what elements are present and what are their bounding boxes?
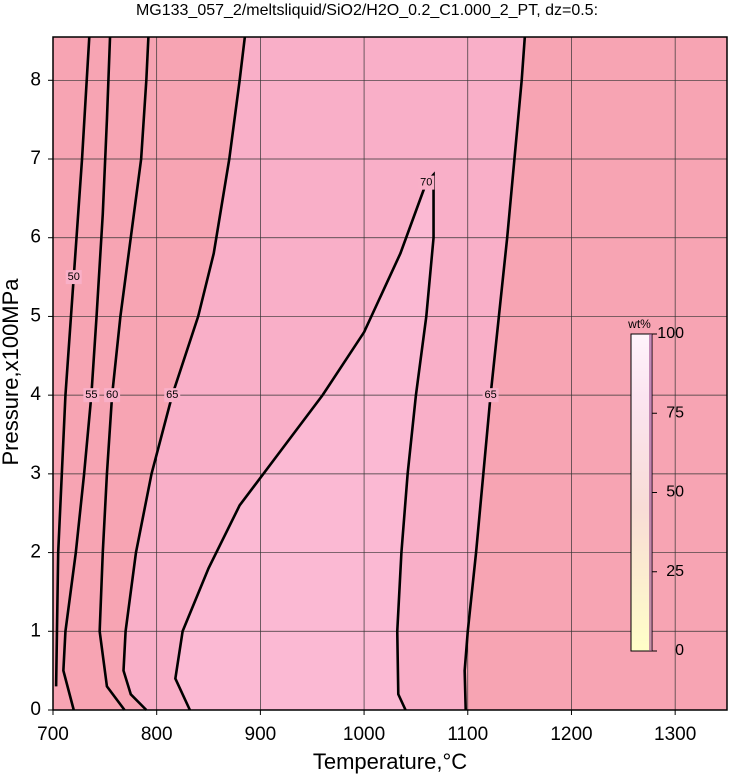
y-tick-label: 4 <box>30 384 41 405</box>
y-tick-label: 0 <box>30 699 41 720</box>
x-tick-label: 1000 <box>343 724 385 745</box>
y-tick-label: 7 <box>30 148 41 169</box>
x-tick-label: 700 <box>37 724 69 745</box>
x-tick-label: 1100 <box>447 724 488 745</box>
contour-label: 55 <box>85 389 97 401</box>
contour-line <box>122 36 247 711</box>
y-tick-label: 1 <box>30 620 41 641</box>
x-tick-label: 800 <box>141 724 173 745</box>
y-tick-label: 8 <box>30 69 41 90</box>
y-tick-label: 6 <box>30 227 41 248</box>
x-tick-label: 1300 <box>654 724 696 745</box>
colorbar-tick-label: 75 <box>666 404 684 421</box>
contour-label-bg <box>104 388 121 403</box>
plot-frame <box>52 36 728 711</box>
colorbar-tick-label: 100 <box>657 325 684 342</box>
contour-label-bg <box>482 388 499 403</box>
y-axis-label: Pressure,x100MPa <box>0 278 23 466</box>
contour-label: 50 <box>68 271 80 283</box>
colorbar-label: wt% <box>627 317 651 331</box>
chart-title: MG133_057_2/meltsliquid/SiO2/H2O_0.2_C1.… <box>136 2 598 19</box>
contour-label-bg <box>164 388 181 403</box>
x-tick-label: 900 <box>245 724 277 745</box>
colorbar-tick-label: 0 <box>675 642 684 659</box>
contour-label: 60 <box>106 389 118 401</box>
contour-line <box>62 36 112 711</box>
x-tick-label: 1200 <box>550 724 592 745</box>
y-tick-label: 5 <box>30 305 41 326</box>
contour-label: 70 <box>420 177 432 189</box>
colorbar <box>630 333 653 652</box>
contour-line <box>54 36 91 687</box>
region-fill <box>175 174 434 710</box>
y-tick-label: 2 <box>30 542 41 563</box>
contour-label-bg <box>83 388 100 403</box>
contour-label-bg <box>418 175 435 190</box>
colorbar-edge <box>649 334 652 651</box>
contour-label-bg <box>65 270 82 285</box>
contour-label: 65 <box>484 389 496 401</box>
colorbar-tick-label: 25 <box>666 563 684 580</box>
colorbar-tick-label: 50 <box>666 484 684 501</box>
x-axis-label: Temperature,°C <box>313 749 467 774</box>
contour-label: 65 <box>166 389 178 401</box>
y-tick-label: 3 <box>30 463 41 484</box>
